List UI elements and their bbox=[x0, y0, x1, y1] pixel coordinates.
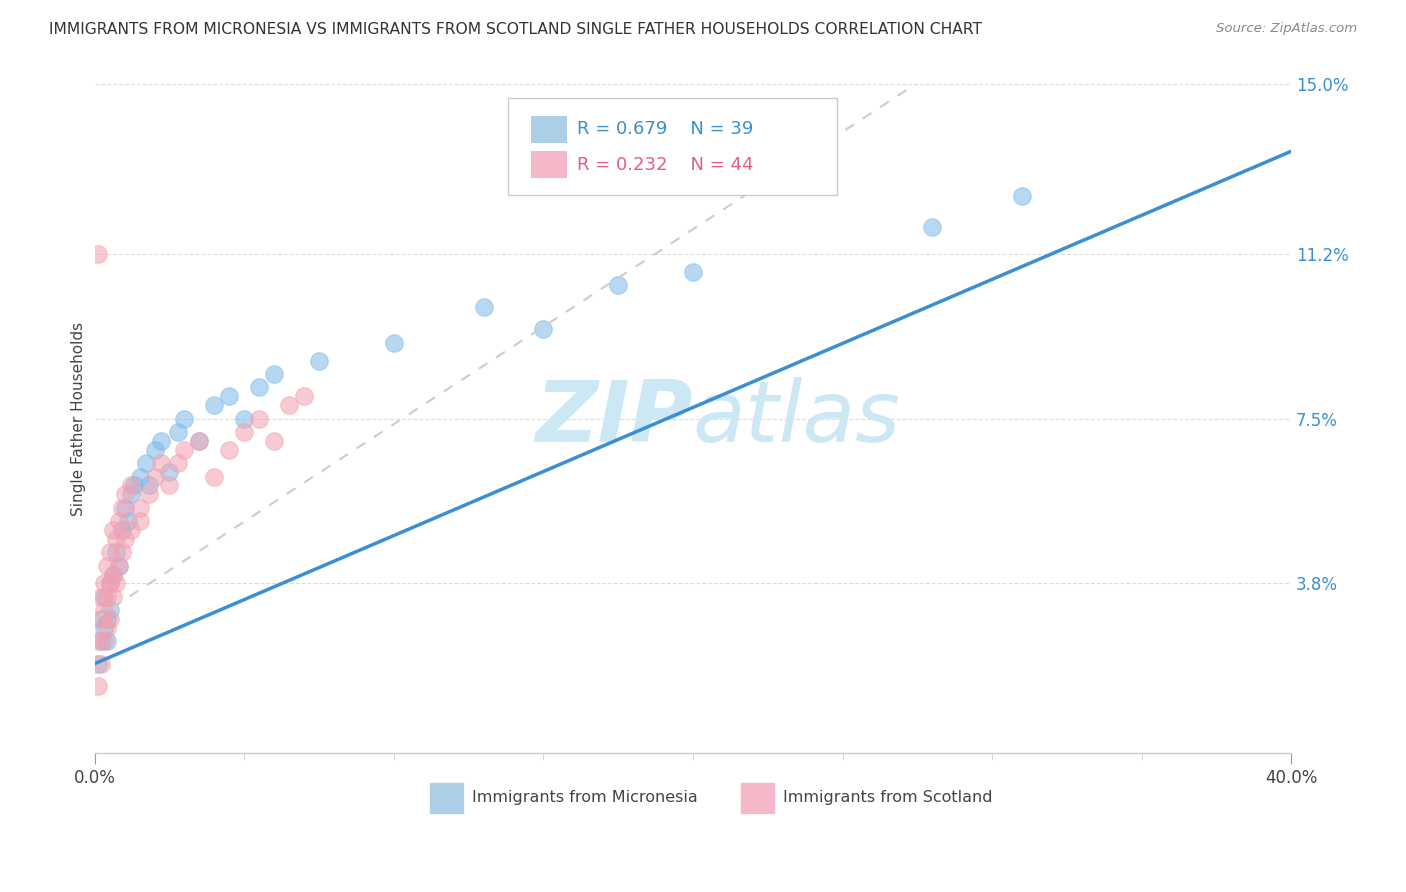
Point bbox=[278, 398, 301, 412]
Point bbox=[135, 456, 157, 470]
Point bbox=[138, 478, 160, 492]
Point bbox=[308, 353, 330, 368]
Point bbox=[98, 545, 121, 559]
Point bbox=[96, 634, 118, 648]
Point bbox=[93, 590, 115, 604]
Point bbox=[143, 469, 166, 483]
Point bbox=[93, 621, 115, 635]
Point bbox=[90, 634, 112, 648]
Point bbox=[159, 465, 181, 479]
FancyBboxPatch shape bbox=[508, 98, 837, 194]
Point bbox=[93, 603, 115, 617]
Point bbox=[86, 246, 108, 260]
Point bbox=[90, 612, 112, 626]
Point bbox=[93, 576, 115, 591]
Point bbox=[114, 532, 136, 546]
Point bbox=[143, 442, 166, 457]
Point bbox=[167, 425, 190, 439]
Point bbox=[202, 469, 225, 483]
Point bbox=[149, 456, 172, 470]
Point bbox=[531, 322, 554, 336]
Text: IMMIGRANTS FROM MICRONESIA VS IMMIGRANTS FROM SCOTLAND SINGLE FATHER HOUSEHOLDS : IMMIGRANTS FROM MICRONESIA VS IMMIGRANTS… bbox=[49, 22, 983, 37]
Text: Immigrants from Scotland: Immigrants from Scotland bbox=[783, 790, 993, 805]
Point bbox=[159, 478, 181, 492]
Point bbox=[218, 442, 240, 457]
Point bbox=[101, 567, 124, 582]
Point bbox=[188, 434, 211, 448]
Point bbox=[1011, 189, 1033, 203]
Text: Source: ZipAtlas.com: Source: ZipAtlas.com bbox=[1216, 22, 1357, 36]
Point bbox=[173, 442, 195, 457]
Point bbox=[98, 603, 121, 617]
Point bbox=[292, 389, 315, 403]
Text: atlas: atlas bbox=[693, 377, 901, 460]
Point bbox=[247, 380, 270, 394]
Point bbox=[202, 398, 225, 412]
Point bbox=[117, 514, 139, 528]
Text: ZIP: ZIP bbox=[536, 377, 693, 460]
Point bbox=[96, 621, 118, 635]
Point bbox=[96, 612, 118, 626]
Bar bbox=[741, 783, 775, 813]
Point bbox=[218, 389, 240, 403]
Point bbox=[382, 335, 405, 350]
Point bbox=[86, 657, 108, 671]
Point bbox=[114, 487, 136, 501]
Point bbox=[149, 434, 172, 448]
Point bbox=[107, 558, 129, 573]
Point bbox=[111, 545, 134, 559]
Point bbox=[472, 300, 495, 314]
Point bbox=[104, 576, 127, 591]
Point bbox=[98, 576, 121, 591]
Point bbox=[101, 567, 124, 582]
Point bbox=[122, 478, 145, 492]
Bar bbox=[531, 152, 568, 178]
Point bbox=[86, 679, 108, 693]
Point bbox=[96, 590, 118, 604]
Text: R = 0.679    N = 39: R = 0.679 N = 39 bbox=[576, 120, 754, 138]
Point bbox=[120, 478, 142, 492]
Point bbox=[128, 500, 150, 515]
Point bbox=[188, 434, 211, 448]
Point bbox=[101, 590, 124, 604]
Point bbox=[233, 425, 256, 439]
Point bbox=[90, 657, 112, 671]
Point bbox=[114, 500, 136, 515]
Bar bbox=[430, 783, 463, 813]
Point bbox=[120, 523, 142, 537]
Point bbox=[247, 411, 270, 425]
Point bbox=[167, 456, 190, 470]
Point bbox=[138, 487, 160, 501]
Point bbox=[682, 264, 704, 278]
Text: Immigrants from Micronesia: Immigrants from Micronesia bbox=[471, 790, 697, 805]
Point bbox=[263, 434, 285, 448]
Point bbox=[111, 500, 134, 515]
Text: R = 0.232    N = 44: R = 0.232 N = 44 bbox=[576, 155, 754, 174]
Point bbox=[128, 469, 150, 483]
Point bbox=[93, 634, 115, 648]
Point bbox=[120, 487, 142, 501]
Y-axis label: Single Father Households: Single Father Households bbox=[72, 321, 86, 516]
Point bbox=[607, 277, 630, 292]
Point bbox=[101, 523, 124, 537]
Point bbox=[111, 523, 134, 537]
Point bbox=[96, 558, 118, 573]
Point bbox=[107, 514, 129, 528]
Point bbox=[128, 514, 150, 528]
Point bbox=[107, 558, 129, 573]
Point bbox=[104, 532, 127, 546]
Point bbox=[90, 590, 112, 604]
Point bbox=[90, 612, 112, 626]
Point bbox=[173, 411, 195, 425]
Point bbox=[921, 219, 943, 234]
Point bbox=[104, 545, 127, 559]
Point bbox=[263, 367, 285, 381]
Bar bbox=[531, 116, 568, 143]
Point bbox=[233, 411, 256, 425]
Point bbox=[98, 576, 121, 591]
Point bbox=[86, 634, 108, 648]
Point bbox=[98, 612, 121, 626]
